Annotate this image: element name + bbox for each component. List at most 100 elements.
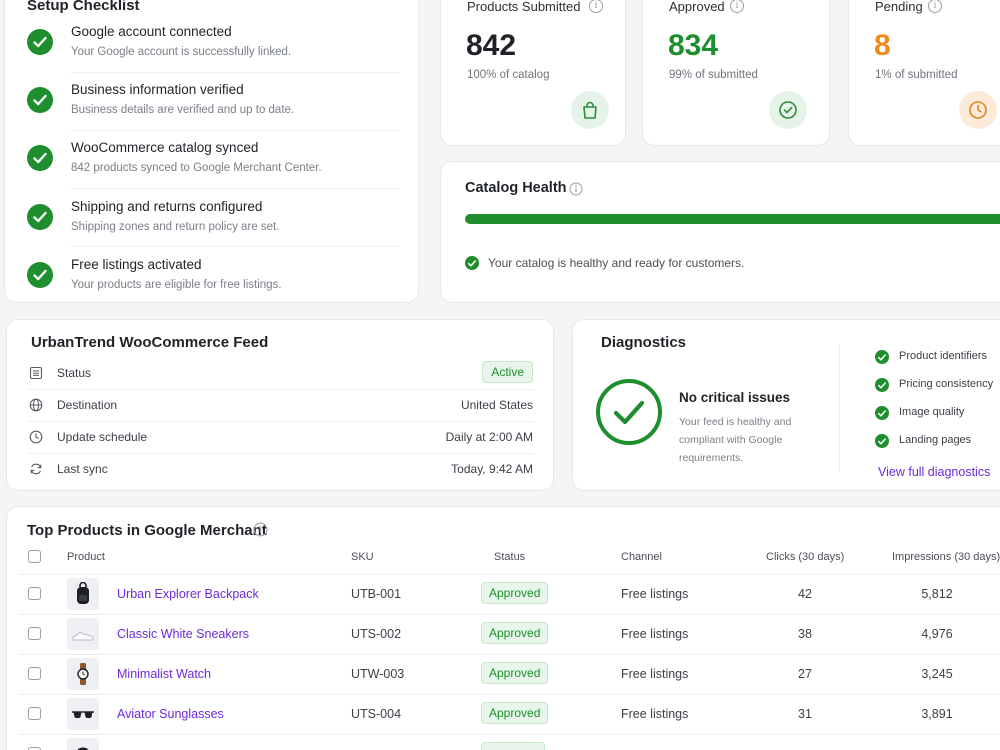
status-badge: Approved <box>481 622 549 644</box>
clock-icon <box>959 91 997 129</box>
product-clicks: 27 <box>798 667 812 681</box>
product-sku: UTS-002 <box>351 627 402 641</box>
product-sku: UTS-004 <box>351 707 402 721</box>
divider <box>71 188 400 189</box>
table-row[interactable] <box>7 734 1000 750</box>
product-channel: Free listings <box>621 587 689 601</box>
product-sku: UTB-001 <box>351 587 402 601</box>
column-header-impressions[interactable]: Impressions (30 days) <box>892 551 1000 563</box>
stat-subtext: 99% of submitted <box>669 69 758 81</box>
check-circle-icon <box>27 87 53 113</box>
stat-card-approved: Approved i 834 99% of submitted <box>642 0 830 146</box>
stat-label: Products Submitted <box>467 0 581 14</box>
column-header-clicks[interactable]: Clicks (30 days) <box>766 551 845 563</box>
divider <box>29 421 533 422</box>
checklist-item-description: Your Google account is successfully link… <box>71 46 292 58</box>
divider <box>29 453 533 454</box>
diagnostics-description: Your feed is healthy and compliant with … <box>679 416 792 464</box>
setup-checklist-title: Setup Checklist <box>27 0 140 14</box>
feed-row-destination: Destination United States <box>29 390 533 422</box>
feed-title: UrbanTrend WooCommerce Feed <box>31 334 269 351</box>
check-circle-icon <box>27 29 53 55</box>
checklist-item-description: Business details are verified and up to … <box>71 104 295 116</box>
product-impressions: 3,245 <box>921 667 953 681</box>
stat-card-pending: Pending i 8 1% of submitted <box>848 0 1000 146</box>
stat-value: 8 <box>874 29 891 62</box>
stat-label: Approved <box>669 0 725 14</box>
feed-row-label: Status <box>57 366 92 380</box>
checklist-item-description: Shipping zones and return policy are set… <box>71 221 280 233</box>
checklist-item: Shipping and returns configured Shipping… <box>27 194 407 252</box>
product-impressions: 4,976 <box>921 627 953 641</box>
backpack-icon <box>67 578 99 610</box>
row-checkbox[interactable] <box>28 747 41 750</box>
info-icon[interactable]: i <box>730 0 744 13</box>
column-header-status[interactable]: Status <box>494 551 526 563</box>
feed-row-schedule: Update schedule Daily at 2:00 AM <box>29 422 533 454</box>
stat-subtext: 100% of catalog <box>467 69 550 81</box>
divider <box>19 614 1000 615</box>
divider <box>29 389 533 390</box>
product-channel: Free listings <box>621 627 689 641</box>
diagnostics-headline: No critical issues <box>679 390 791 405</box>
progress-fill <box>465 214 1000 224</box>
feed-card: UrbanTrend WooCommerce Feed Status Activ… <box>6 319 554 491</box>
checklist-item: Free listings activated Your products ar… <box>27 252 407 310</box>
diagnostic-check-label: Pricing consistency <box>899 378 994 390</box>
table-row[interactable]: Classic White Sneakers UTS-002 Approved … <box>7 614 1000 654</box>
status-badge: Approved <box>481 702 549 724</box>
info-icon[interactable] <box>569 182 583 201</box>
globe-icon <box>29 398 43 417</box>
check-circle-icon <box>27 262 53 288</box>
row-checkbox[interactable] <box>28 587 41 600</box>
stat-subtext: 1% of submitted <box>875 69 958 81</box>
catalog-health-title: Catalog Health <box>465 180 567 196</box>
check-circle-icon <box>875 350 889 364</box>
table-row[interactable]: Urban Explorer Backpack UTB-001 Approved… <box>7 574 1000 614</box>
checklist-item-title: Business information verified <box>71 82 244 97</box>
checklist-item-description: Your products are eligible for free list… <box>71 279 282 291</box>
table-row[interactable]: Minimalist Watch UTW-003 Approved Free l… <box>7 654 1000 694</box>
check-circle-icon <box>465 256 479 270</box>
row-checkbox[interactable] <box>28 707 41 720</box>
checklist-item-description: 842 products synced to Google Merchant C… <box>71 162 322 174</box>
divider <box>71 72 400 73</box>
checklist-item-title: Free listings activated <box>71 257 202 272</box>
divider <box>19 734 1000 735</box>
product-name-link[interactable]: Classic White Sneakers <box>117 627 249 641</box>
product-name-link[interactable]: Aviator Sunglasses <box>117 707 224 721</box>
info-icon[interactable]: i <box>589 0 603 13</box>
feed-row-last-sync: Last sync Today, 9:42 AM <box>29 454 533 486</box>
product-impressions: 3,891 <box>921 707 953 721</box>
column-header-sku[interactable]: SKU <box>351 551 374 563</box>
status-badge: Approved <box>481 662 549 684</box>
diagnostic-check-label: Landing pages <box>899 434 972 446</box>
stat-value: 842 <box>466 29 517 62</box>
diagnostics-card: Diagnostics No critical issues Your feed… <box>572 319 1000 491</box>
row-checkbox[interactable] <box>28 627 41 640</box>
check-circle-icon <box>875 378 889 392</box>
row-checkbox[interactable] <box>28 667 41 680</box>
column-header-product[interactable]: Product <box>67 551 105 563</box>
select-all-checkbox[interactable] <box>28 550 41 563</box>
divider <box>19 654 1000 655</box>
product-clicks: 38 <box>798 627 812 641</box>
view-full-diagnostics-link[interactable]: View full diagnostics <box>878 465 991 479</box>
info-icon[interactable] <box>253 522 268 542</box>
product-name-link[interactable]: Urban Explorer Backpack <box>117 587 259 601</box>
stat-label: Pending <box>875 0 923 14</box>
table-row[interactable]: Aviator Sunglasses UTS-004 Approved Free… <box>7 694 1000 734</box>
feed-row-value: United States <box>460 398 533 412</box>
feed-row-label: Destination <box>57 398 118 412</box>
check-circle-icon <box>769 91 807 129</box>
product-clicks: 31 <box>798 707 812 721</box>
divider <box>839 344 840 472</box>
feed-row-label: Last sync <box>57 462 108 476</box>
product-impressions: 5,812 <box>921 587 953 601</box>
info-icon[interactable]: i <box>928 0 942 13</box>
status-badge: Approved <box>481 582 549 604</box>
checklist-item-title: Shipping and returns configured <box>71 199 263 214</box>
column-header-channel[interactable]: Channel <box>621 551 662 563</box>
diagnostic-check-label: Product identifiers <box>899 350 988 362</box>
product-name-link[interactable]: Minimalist Watch <box>117 667 211 681</box>
